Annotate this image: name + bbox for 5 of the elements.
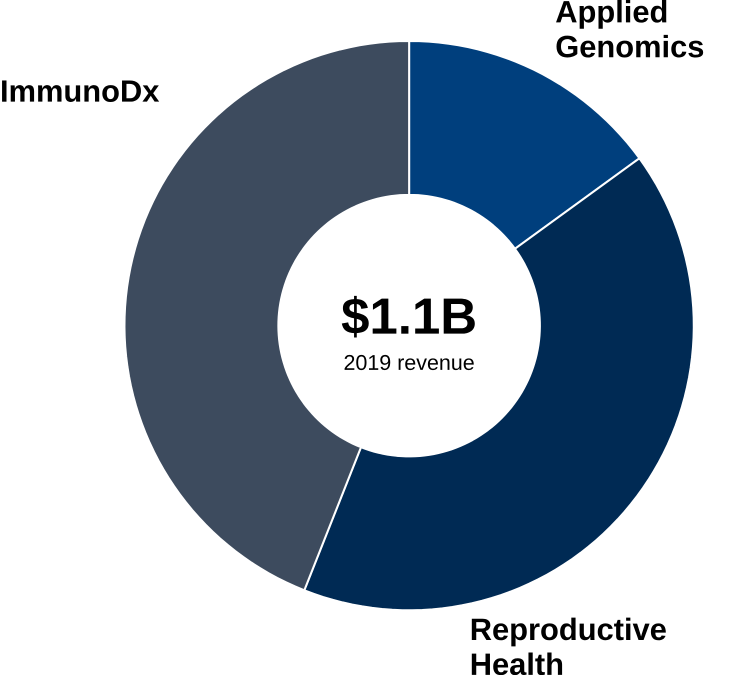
text: $1.1B bbox=[342, 296, 475, 338]
text: 2019 revenue bbox=[344, 354, 474, 370]
slice-label: ImmunoDx bbox=[2, 80, 160, 102]
slice-label: Reproductive Health bbox=[472, 618, 666, 675]
slice-label: Applied Genomics bbox=[556, 0, 704, 58]
